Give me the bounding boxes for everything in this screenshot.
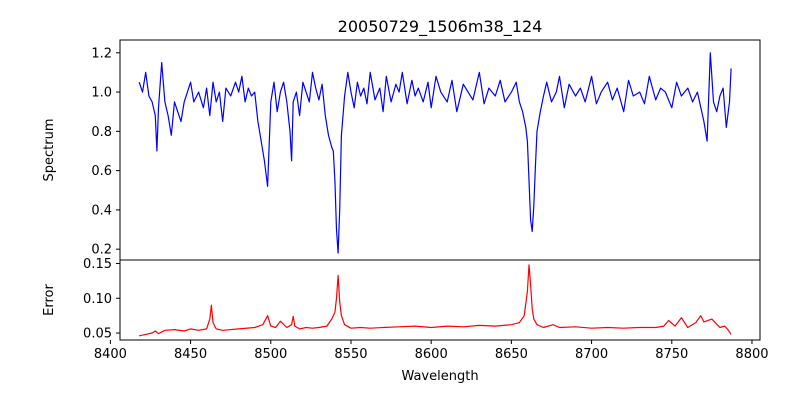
error-line xyxy=(139,264,732,337)
spectrum-y-tick-label: 0.4 xyxy=(91,203,112,218)
spectrum-y-tick-label: 0.2 xyxy=(91,243,112,258)
spectrum-y-tick-label: 0.8 xyxy=(91,125,112,140)
x-tick-label: 8700 xyxy=(575,347,608,362)
x-axis-label: Wavelength xyxy=(401,369,478,384)
spectrum-y-ticks: 0.2 0.4 0.6 0.8 1.0 1.2 xyxy=(91,46,120,258)
x-tick-label: 8450 xyxy=(174,347,207,362)
x-tick-label: 8650 xyxy=(495,347,528,362)
error-y-tick-label: 0.05 xyxy=(83,327,112,342)
spectrum-y-tick-label: 0.6 xyxy=(91,164,112,179)
spectrum-y-label: Spectrum xyxy=(42,119,57,182)
spectrum-panel: 0.2 0.4 0.6 0.8 1.0 1.2 Spectrum xyxy=(42,39,761,261)
error-y-label: Error xyxy=(42,284,57,316)
x-tick-label: 8750 xyxy=(655,347,688,362)
x-tick-label: 8800 xyxy=(735,347,768,362)
error-y-ticks: 0.05 0.10 0.15 xyxy=(83,257,120,342)
x-tick-label: 8500 xyxy=(254,347,287,362)
x-tick-label: 8400 xyxy=(94,347,127,362)
chart-title: 20050729_1506m38_124 xyxy=(338,17,543,37)
spectrum-line xyxy=(138,52,732,254)
error-y-tick-label: 0.10 xyxy=(83,292,112,307)
spectrum-y-tick-label: 1.2 xyxy=(91,46,112,61)
x-tick-label: 8550 xyxy=(334,347,367,362)
x-tick-label: 8600 xyxy=(415,347,448,362)
spectrum-y-tick-label: 1.0 xyxy=(91,86,112,101)
error-x-ticks: 8400 8450 8500 8550 8600 8650 8700 8750 8800 xyxy=(94,340,769,362)
error-axes-frame xyxy=(119,259,761,341)
error-panel: 0.05 0.10 0.15 8400 8450 8500 8550 8600 8650 870… xyxy=(42,257,769,384)
error-y-tick-label: 0.15 xyxy=(83,257,112,272)
